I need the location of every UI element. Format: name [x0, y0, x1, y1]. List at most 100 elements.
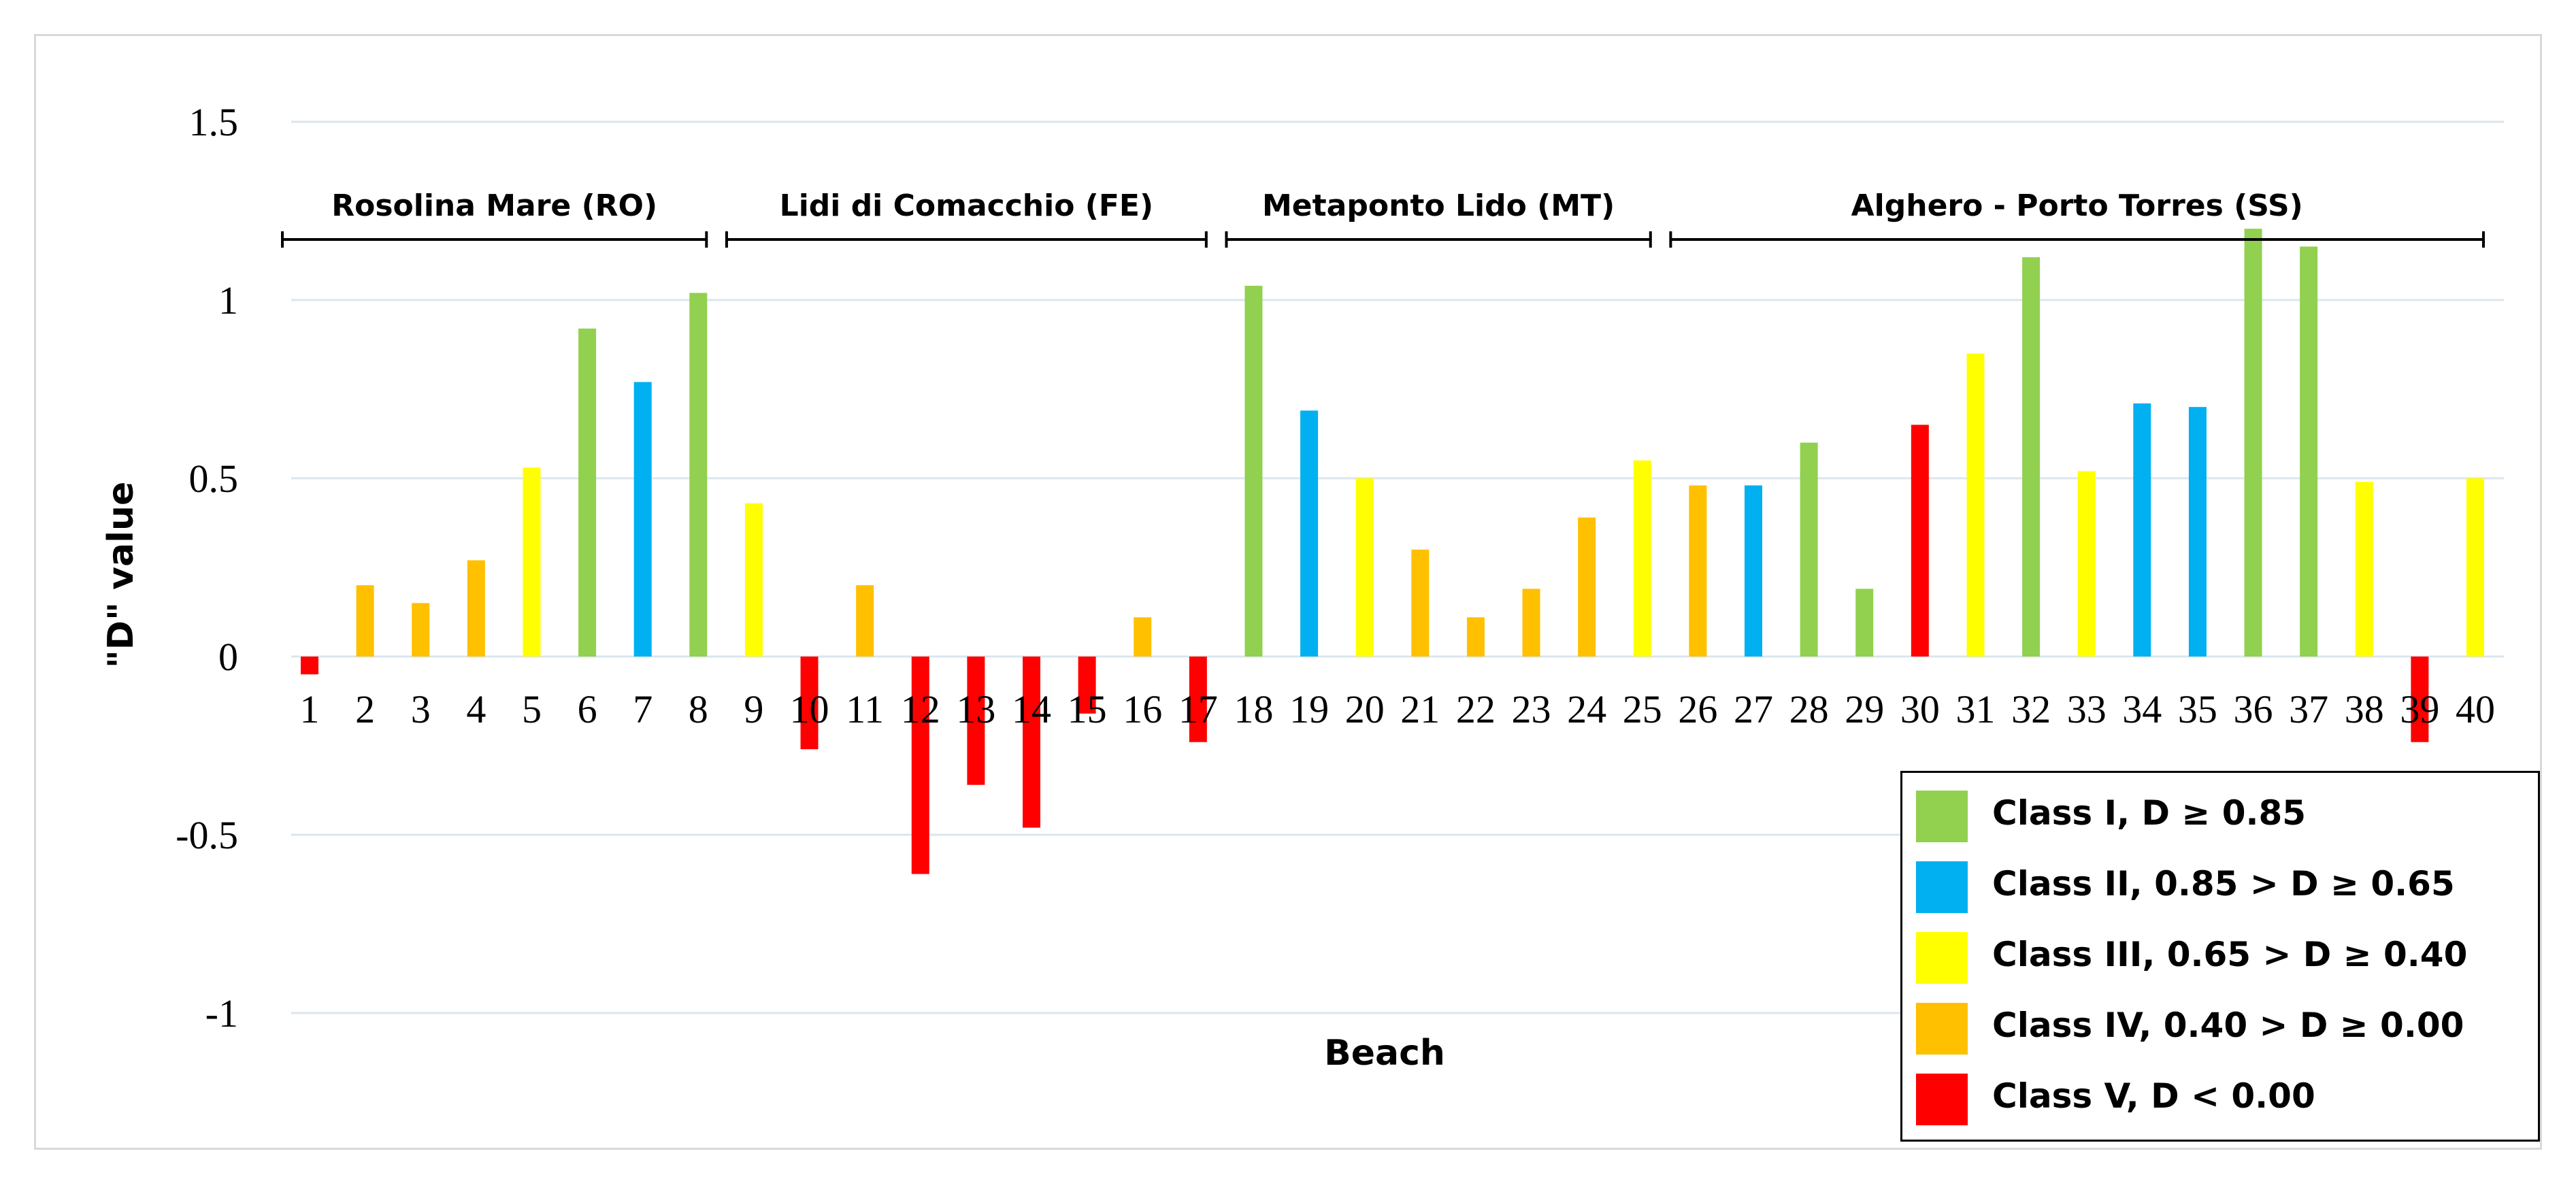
bar-beach-39 — [2411, 657, 2429, 742]
x-tick-label: 4 — [466, 687, 486, 731]
x-tick-label: 7 — [633, 687, 653, 731]
x-tick-label: 8 — [689, 687, 708, 731]
bar-beach-30 — [1911, 425, 1929, 657]
legend-item: Class I, D ≥ 0.85 — [1916, 785, 2535, 853]
x-tick-label: 31 — [1955, 687, 1995, 731]
x-tick-label: 38 — [2345, 687, 2384, 731]
x-tick-label: 25 — [1623, 687, 1662, 731]
bar-beach-36 — [2244, 229, 2262, 657]
x-tick-label: 6 — [578, 687, 597, 731]
group-bracket — [1669, 231, 2485, 248]
bar-beach-12 — [911, 657, 929, 874]
bar-beach-18 — [1244, 286, 1263, 657]
bar-beach-40 — [2466, 478, 2484, 657]
x-tick-label: 19 — [1289, 687, 1329, 731]
bar-beach-7 — [633, 382, 652, 657]
x-tick-label: 26 — [1678, 687, 1717, 731]
bar-beach-24 — [1578, 517, 1596, 657]
group-label: Rosolina Mare (RO) — [331, 188, 657, 223]
bar-beach-10 — [800, 657, 819, 750]
x-tick-label: 9 — [744, 687, 763, 731]
x-tick-label: 3 — [411, 687, 431, 731]
bar-beach-33 — [2077, 471, 2096, 657]
y-tick-label: 1 — [218, 278, 238, 322]
x-tick-label: 27 — [1734, 687, 1773, 731]
bar-beach-2 — [356, 585, 374, 657]
legend-swatch — [1916, 861, 1968, 913]
bar-beach-27 — [1745, 485, 1762, 657]
x-tick-label: 32 — [2011, 687, 2051, 731]
group-label: Metaponto Lido (MT) — [1262, 188, 1615, 223]
x-tick-label: 12 — [901, 687, 940, 731]
legend-swatch — [1916, 1074, 1968, 1125]
x-axis-ticks: 1 2 3 4 5 6 7 8 9 10 11 12 13 14 15 16 17 18 19 20 21 22 23 24 2… — [300, 687, 2496, 731]
bar-beach-35 — [2188, 407, 2207, 657]
bar-beach-37 — [2300, 246, 2318, 657]
bar-beach-32 — [2022, 257, 2041, 657]
y-axis-title: "D" value — [101, 482, 142, 669]
legend: Class I, D ≥ 0.85 Class II, 0.85 > D ≥ 0.… — [1900, 771, 2540, 1142]
legend-label: Class I, D ≥ 0.85 — [1992, 793, 2307, 833]
x-tick-label: 14 — [1012, 687, 1051, 731]
legend-label: Class II, 0.85 > D ≥ 0.65 — [1992, 864, 2455, 904]
bar-beach-17 — [1189, 657, 1207, 742]
bar-beach-1 — [301, 657, 318, 675]
x-tick-label: 28 — [1789, 687, 1829, 731]
y-tick-label: 0.5 — [189, 457, 239, 501]
x-tick-label: 15 — [1068, 687, 1107, 731]
legend-swatch — [1916, 791, 1968, 842]
bar-beach-25 — [1633, 460, 1651, 657]
x-tick-label: 30 — [1900, 687, 1940, 731]
x-tick-label: 39 — [2400, 687, 2439, 731]
x-tick-label: 40 — [2456, 687, 2495, 731]
y-tick-label: 0 — [218, 635, 238, 679]
bar-beach-21 — [1411, 549, 1430, 657]
y-tick-label: 1.5 — [189, 100, 239, 144]
x-tick-label: 29 — [1845, 687, 1884, 731]
bar-beach-34 — [2133, 403, 2151, 657]
beach-groups: Rosolina Mare (RO) Lidi di Comacchio (FE)… — [281, 188, 2485, 248]
x-tick-label: 5 — [522, 687, 542, 731]
legend-item: Class V, D < 0.00 — [1916, 1068, 2535, 1136]
bar-beach-9 — [744, 503, 763, 657]
legend-label: Class IV, 0.40 > D ≥ 0.00 — [1992, 1006, 2464, 1045]
bar-beach-26 — [1689, 485, 1707, 657]
bar-beach-8 — [689, 293, 708, 657]
bar-beach-3 — [412, 603, 430, 657]
x-tick-label: 16 — [1123, 687, 1162, 731]
x-tick-label: 2 — [355, 687, 375, 731]
legend-item: Class IV, 0.40 > D ≥ 0.00 — [1916, 997, 2535, 1065]
x-tick-label: 13 — [956, 687, 995, 731]
bar-beach-38 — [2355, 482, 2373, 657]
legend-label: Class V, D < 0.00 — [1992, 1076, 2315, 1116]
y-tick-label: -0.5 — [176, 813, 238, 857]
bar-beach-31 — [1966, 353, 1985, 657]
group-bracket — [725, 231, 1208, 248]
bar-beach-29 — [1855, 588, 1874, 657]
bars — [301, 229, 2484, 874]
x-tick-label: 20 — [1345, 687, 1385, 731]
legend-item: Class II, 0.85 > D ≥ 0.65 — [1916, 856, 2535, 924]
legend-item: Class III, 0.65 > D ≥ 0.40 — [1916, 927, 2535, 995]
x-tick-label: 23 — [1512, 687, 1551, 731]
bar-beach-22 — [1466, 617, 1485, 657]
y-tick-label: -1 — [205, 991, 238, 1035]
legend-swatch — [1916, 1003, 1968, 1055]
bar-beach-28 — [1800, 442, 1818, 657]
bar-beach-14 — [1023, 657, 1040, 828]
x-tick-label: 37 — [2289, 687, 2328, 731]
x-tick-label: 36 — [2234, 687, 2273, 731]
x-tick-label: 11 — [846, 687, 884, 731]
x-tick-label: 22 — [1456, 687, 1496, 731]
bar-beach-6 — [578, 328, 597, 657]
bar-beach-5 — [523, 467, 541, 657]
bar-beach-16 — [1134, 617, 1152, 657]
legend-label: Class III, 0.65 > D ≥ 0.40 — [1992, 935, 2468, 974]
group-bracket — [281, 231, 708, 248]
bar-beach-23 — [1522, 588, 1540, 657]
bar-beach-20 — [1355, 478, 1374, 657]
bar-beach-15 — [1078, 657, 1096, 714]
x-tick-label: 17 — [1178, 687, 1218, 731]
x-tick-label: 24 — [1567, 687, 1606, 731]
